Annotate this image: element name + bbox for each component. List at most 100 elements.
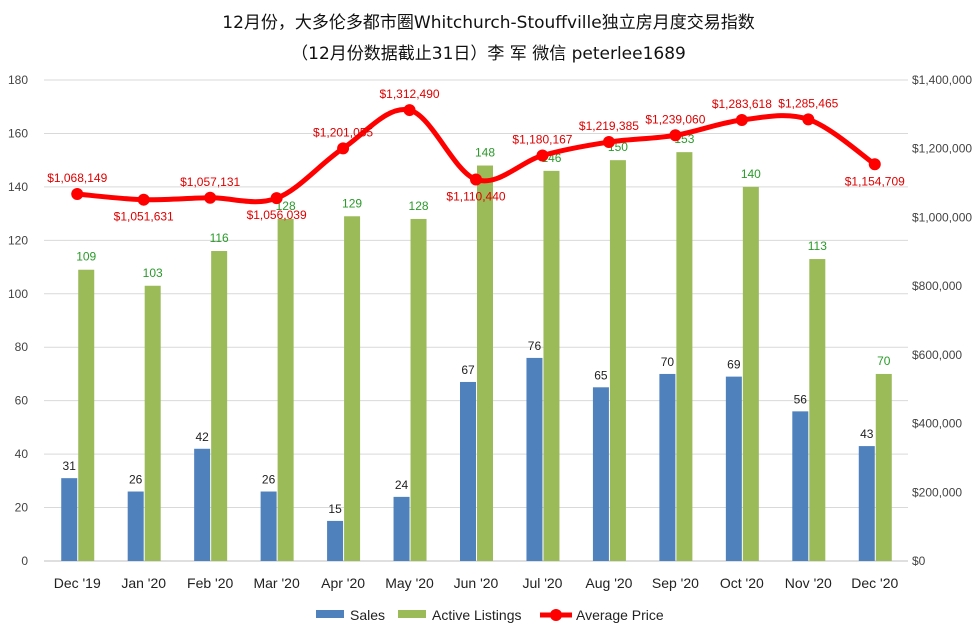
sales-data-label: 15 xyxy=(328,502,342,516)
sales-bar xyxy=(460,381,476,561)
average-price-point xyxy=(470,173,482,186)
active-listings-bar xyxy=(277,218,294,561)
legend-active-listings-swatch xyxy=(398,610,426,618)
average-price-point xyxy=(669,129,682,142)
sales-bar xyxy=(858,446,875,561)
legend-sales-label: Sales xyxy=(350,607,385,623)
sales-bar xyxy=(327,520,344,561)
average-price-point xyxy=(337,142,350,155)
sales-bar xyxy=(659,373,676,561)
sales-bar xyxy=(260,491,277,561)
sales-data-label: 24 xyxy=(395,478,409,492)
y-right-tick-label: $600,000 xyxy=(912,348,962,362)
x-tick-label: Dec '20 xyxy=(851,575,898,591)
sales-bar xyxy=(127,491,144,561)
x-tick-label: Jan '20 xyxy=(121,575,166,591)
x-tick-label: Feb '20 xyxy=(187,575,233,591)
sales-data-label: 67 xyxy=(461,363,475,377)
active-listings-bar xyxy=(609,160,626,561)
active-listings-data-label: 103 xyxy=(143,266,163,280)
sales-bar xyxy=(194,448,211,561)
x-tick-label: Jun '20 xyxy=(454,575,499,591)
y-right-tick-label: $400,000 xyxy=(912,417,962,431)
average-price-data-label: $1,283,618 xyxy=(712,97,772,111)
x-tick-label: Apr '20 xyxy=(321,575,365,591)
active-listings-data-label: 129 xyxy=(342,196,362,210)
y-right-tick-label: $1,400,000 xyxy=(912,73,972,87)
y-left-tick-label: 160 xyxy=(8,126,28,140)
y-left-tick-label: 80 xyxy=(15,340,29,354)
y-right-tick-label: $1,200,000 xyxy=(912,142,972,156)
sales-data-label: 43 xyxy=(860,427,874,441)
legend-average-price-marker xyxy=(550,609,562,621)
average-price-point xyxy=(204,191,217,204)
sales-data-label: 26 xyxy=(129,473,143,487)
sales-data-label: 65 xyxy=(594,368,608,382)
active-listings-data-label: 109 xyxy=(76,250,96,264)
x-tick-label: Aug '20 xyxy=(585,575,632,591)
average-price-point xyxy=(137,193,150,206)
x-tick-label: Nov '20 xyxy=(785,575,832,591)
sales-bar xyxy=(725,376,742,561)
sales-bar xyxy=(792,411,809,561)
average-price-data-label: $1,110,440 xyxy=(446,189,505,203)
active-listings-data-label: 70 xyxy=(877,354,891,368)
y-left-tick-label: 140 xyxy=(8,180,28,194)
y-right-tick-label: $800,000 xyxy=(912,279,962,293)
x-tick-label: Sep '20 xyxy=(652,575,699,591)
y-left-tick-label: 100 xyxy=(8,287,28,301)
average-price-point xyxy=(802,113,815,126)
x-tick-label: May '20 xyxy=(385,575,434,591)
active-listings-bar xyxy=(676,152,693,561)
sales-bar xyxy=(526,357,543,561)
average-price-point xyxy=(71,188,84,201)
active-listings-data-label: 113 xyxy=(808,239,827,253)
average-price-data-label: $1,057,131 xyxy=(180,175,240,189)
average-price-data-label: $1,180,167 xyxy=(512,133,572,147)
sales-data-label: 69 xyxy=(727,358,741,372)
sales-data-label: 56 xyxy=(794,392,808,406)
average-price-data-label: $1,285,465 xyxy=(778,96,838,110)
active-listings-bar xyxy=(742,186,759,561)
sales-bar xyxy=(393,496,410,561)
active-listings-bar xyxy=(543,170,560,561)
x-tick-label: Mar '20 xyxy=(253,575,299,591)
average-price-point xyxy=(270,192,283,205)
active-listings-bar xyxy=(410,218,427,561)
chart-subtitle: （12月份数据截止31日）李 军 微信 peterlee1689 xyxy=(291,44,686,64)
average-price-point xyxy=(602,136,615,149)
average-price-data-label: $1,051,631 xyxy=(114,210,174,224)
average-price-point xyxy=(403,104,416,117)
sales-data-label: 26 xyxy=(262,473,276,487)
legend-sales-swatch xyxy=(316,610,344,618)
x-tick-label: Dec '19 xyxy=(54,575,101,591)
average-price-point xyxy=(735,113,748,126)
sales-data-label: 70 xyxy=(661,355,675,369)
legend-average-price-label: Average Price xyxy=(576,607,664,623)
average-price-data-label: $1,068,149 xyxy=(47,171,107,185)
average-price-point xyxy=(536,149,549,162)
active-listings-bar xyxy=(344,216,361,562)
y-left-tick-label: 60 xyxy=(15,394,29,408)
active-listings-data-label: 140 xyxy=(741,167,761,181)
average-price-data-label: $1,219,385 xyxy=(579,119,639,133)
y-left-tick-label: 120 xyxy=(8,233,28,247)
y-right-tick-label: $1,000,000 xyxy=(912,210,972,224)
average-price-data-label: $1,154,709 xyxy=(845,174,905,188)
active-listings-bar xyxy=(144,285,161,561)
active-listings-data-label: 128 xyxy=(409,199,429,213)
y-left-tick-label: 40 xyxy=(15,447,29,461)
y-right-tick-label: $200,000 xyxy=(912,485,962,499)
average-price-data-label: $1,056,039 xyxy=(247,208,307,222)
x-tick-label: Jul '20 xyxy=(522,575,562,591)
sales-data-label: 76 xyxy=(528,339,542,353)
active-listings-data-label: 148 xyxy=(475,146,495,160)
active-listings-bar xyxy=(875,373,892,561)
y-left-tick-label: 180 xyxy=(8,73,28,87)
average-price-data-label: $1,201,055 xyxy=(313,125,373,139)
chart-title: 12月份，大多伦多都市圈Whitchurch-Stouffville独立房月度交… xyxy=(222,13,755,33)
active-listings-bar xyxy=(809,259,826,561)
average-price-data-label: $1,312,490 xyxy=(380,87,440,101)
average-price-data-label: $1,239,060 xyxy=(645,112,705,126)
